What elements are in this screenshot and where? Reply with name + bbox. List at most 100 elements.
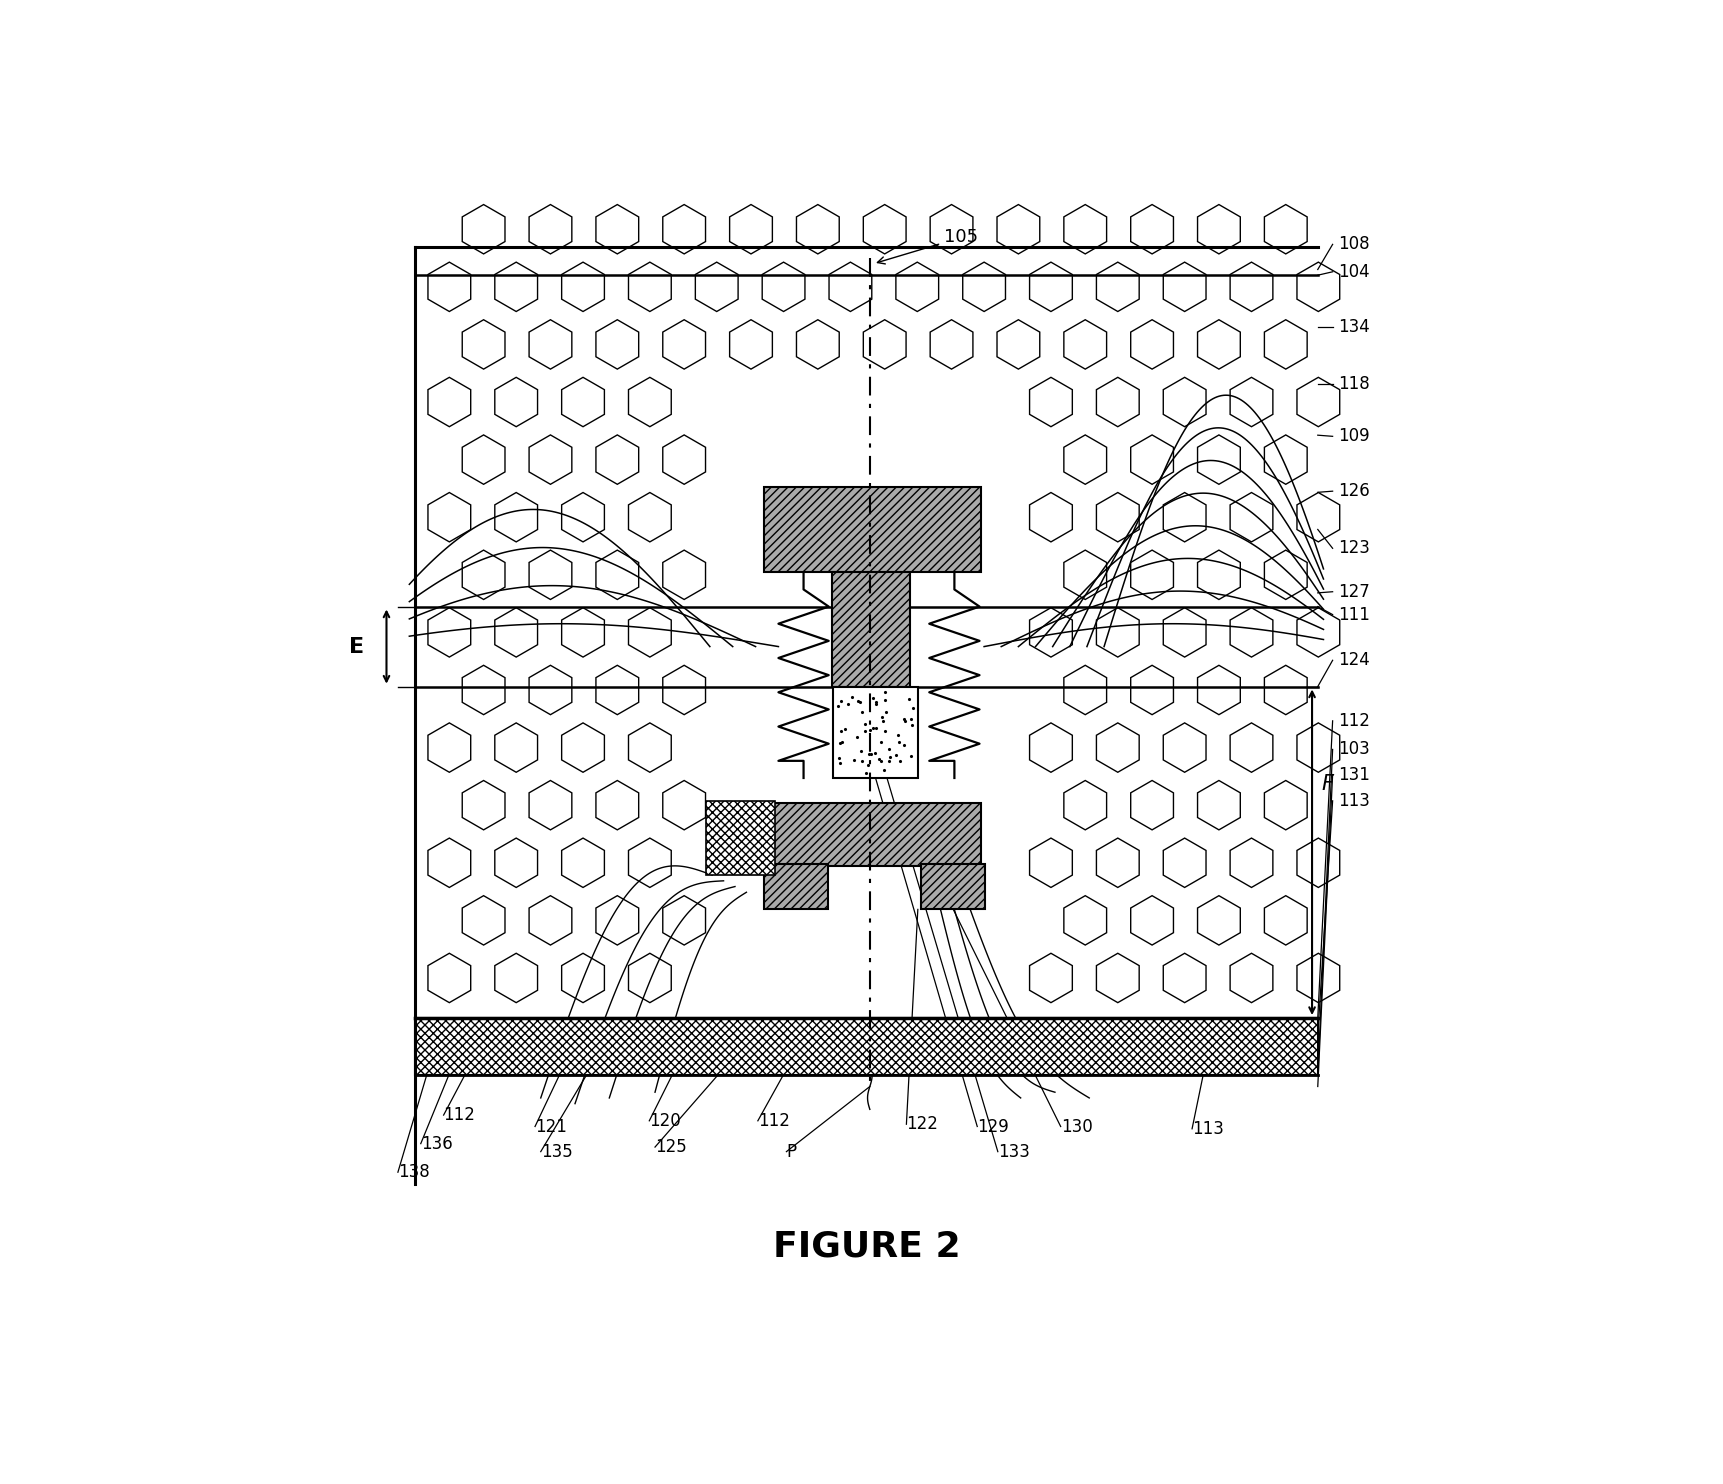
Polygon shape <box>1096 377 1139 427</box>
Polygon shape <box>729 205 772 254</box>
Polygon shape <box>529 319 572 370</box>
Polygon shape <box>1063 319 1106 370</box>
Bar <box>832 573 910 687</box>
Polygon shape <box>1197 435 1239 484</box>
Text: 135: 135 <box>541 1143 572 1160</box>
Text: E: E <box>348 637 364 656</box>
Text: 105: 105 <box>877 229 977 264</box>
Polygon shape <box>694 263 737 312</box>
Polygon shape <box>1130 205 1173 254</box>
Polygon shape <box>1130 896 1173 945</box>
Bar <box>920 864 984 910</box>
Polygon shape <box>1029 608 1072 657</box>
Polygon shape <box>1230 263 1272 312</box>
Polygon shape <box>495 723 538 772</box>
Polygon shape <box>996 205 1039 254</box>
Polygon shape <box>596 319 638 370</box>
Bar <box>832 687 917 778</box>
Polygon shape <box>1263 896 1306 945</box>
Text: 136: 136 <box>420 1135 451 1153</box>
Polygon shape <box>796 205 839 254</box>
Polygon shape <box>596 781 638 830</box>
Polygon shape <box>495 263 538 312</box>
Text: FIGURE 2: FIGURE 2 <box>772 1229 960 1263</box>
Polygon shape <box>1263 665 1306 715</box>
Text: 108: 108 <box>1337 236 1370 254</box>
Polygon shape <box>1296 377 1339 427</box>
Text: 112: 112 <box>443 1106 476 1123</box>
Polygon shape <box>1230 723 1272 772</box>
Polygon shape <box>1163 838 1206 887</box>
Polygon shape <box>961 263 1005 312</box>
Polygon shape <box>529 435 572 484</box>
Polygon shape <box>427 377 470 427</box>
Text: 121: 121 <box>534 1117 567 1135</box>
Text: 126: 126 <box>1337 482 1370 500</box>
Polygon shape <box>1296 953 1339 1003</box>
Text: 122: 122 <box>906 1114 937 1134</box>
Polygon shape <box>1063 665 1106 715</box>
Polygon shape <box>1063 551 1106 600</box>
Text: 125: 125 <box>655 1138 686 1156</box>
Text: 104: 104 <box>1337 263 1370 280</box>
Polygon shape <box>1096 953 1139 1003</box>
Polygon shape <box>930 319 972 370</box>
Polygon shape <box>1263 319 1306 370</box>
Polygon shape <box>629 723 670 772</box>
Text: F: F <box>1320 773 1332 794</box>
Polygon shape <box>495 377 538 427</box>
Polygon shape <box>427 263 470 312</box>
Polygon shape <box>1096 608 1139 657</box>
Polygon shape <box>829 263 872 312</box>
Polygon shape <box>863 319 906 370</box>
Text: P: P <box>786 1143 796 1160</box>
Polygon shape <box>462 551 505 600</box>
Polygon shape <box>996 319 1039 370</box>
Text: 129: 129 <box>977 1117 1008 1135</box>
Polygon shape <box>1130 781 1173 830</box>
Polygon shape <box>596 896 638 945</box>
Polygon shape <box>1029 838 1072 887</box>
Text: 130: 130 <box>1060 1117 1092 1135</box>
Text: 131: 131 <box>1337 766 1370 784</box>
Polygon shape <box>529 781 572 830</box>
Polygon shape <box>1230 838 1272 887</box>
Polygon shape <box>863 205 906 254</box>
Text: 112: 112 <box>1337 712 1370 730</box>
Text: 112: 112 <box>758 1112 789 1129</box>
Polygon shape <box>1029 493 1072 542</box>
Polygon shape <box>562 377 605 427</box>
Polygon shape <box>1163 608 1206 657</box>
Polygon shape <box>462 665 505 715</box>
Polygon shape <box>462 205 505 254</box>
Polygon shape <box>629 263 670 312</box>
Polygon shape <box>930 205 972 254</box>
Polygon shape <box>1296 263 1339 312</box>
Polygon shape <box>529 896 572 945</box>
Text: 134: 134 <box>1337 318 1370 335</box>
Polygon shape <box>562 263 605 312</box>
Polygon shape <box>1130 319 1173 370</box>
Polygon shape <box>762 263 805 312</box>
Polygon shape <box>1029 953 1072 1003</box>
Text: 133: 133 <box>998 1143 1029 1160</box>
Polygon shape <box>662 205 705 254</box>
Polygon shape <box>462 896 505 945</box>
Polygon shape <box>462 781 505 830</box>
Polygon shape <box>662 435 705 484</box>
Polygon shape <box>1263 205 1306 254</box>
Polygon shape <box>1296 493 1339 542</box>
Text: 120: 120 <box>650 1112 681 1129</box>
Polygon shape <box>562 723 605 772</box>
Polygon shape <box>1163 493 1206 542</box>
Polygon shape <box>1230 493 1272 542</box>
Polygon shape <box>1130 435 1173 484</box>
Polygon shape <box>1130 665 1173 715</box>
Polygon shape <box>1296 723 1339 772</box>
Polygon shape <box>629 493 670 542</box>
Polygon shape <box>1096 263 1139 312</box>
Polygon shape <box>596 435 638 484</box>
Polygon shape <box>1029 263 1072 312</box>
Polygon shape <box>1197 205 1239 254</box>
Polygon shape <box>796 319 839 370</box>
